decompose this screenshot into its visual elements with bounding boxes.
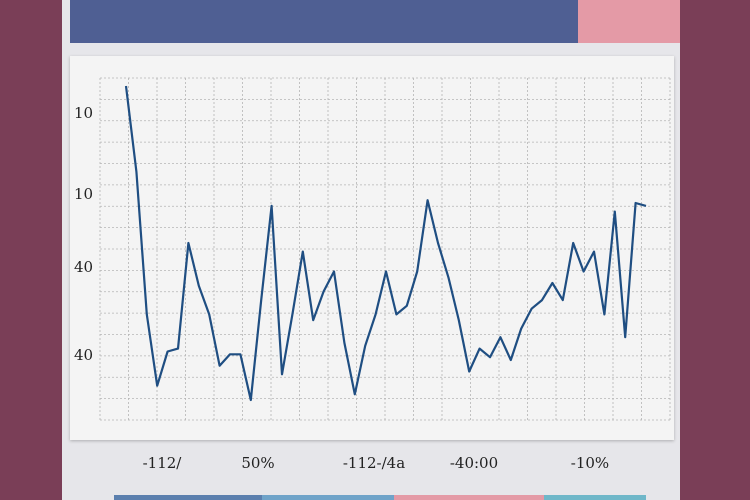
header-bar (70, 0, 578, 43)
x-axis-ticks: -112/50% -112-/4a -40:00 -10% (143, 454, 610, 472)
y-tick-label: 40 (74, 258, 93, 276)
footer-segment (262, 495, 394, 500)
x-tick-label: -10% (571, 454, 609, 472)
x-tick-label: -112-/4a (343, 454, 405, 472)
y-tick-label: 10 (74, 185, 93, 203)
footer-segment (544, 495, 646, 500)
footer-segment (114, 495, 262, 500)
x-tick-label: -112/ (143, 454, 183, 472)
x-tick-label: -40:00 (450, 454, 498, 472)
x-tick-label: 50% (241, 454, 274, 472)
y-tick-label: 10 (74, 104, 93, 122)
series-line-0 (124, 85, 647, 402)
y-axis-ticks: 10 10 40 40 (74, 104, 93, 364)
footer-segment (394, 495, 544, 500)
header-accent (578, 0, 680, 43)
grid-lines (99, 77, 671, 421)
series-layer (124, 85, 647, 402)
y-tick-label: 40 (74, 346, 93, 364)
